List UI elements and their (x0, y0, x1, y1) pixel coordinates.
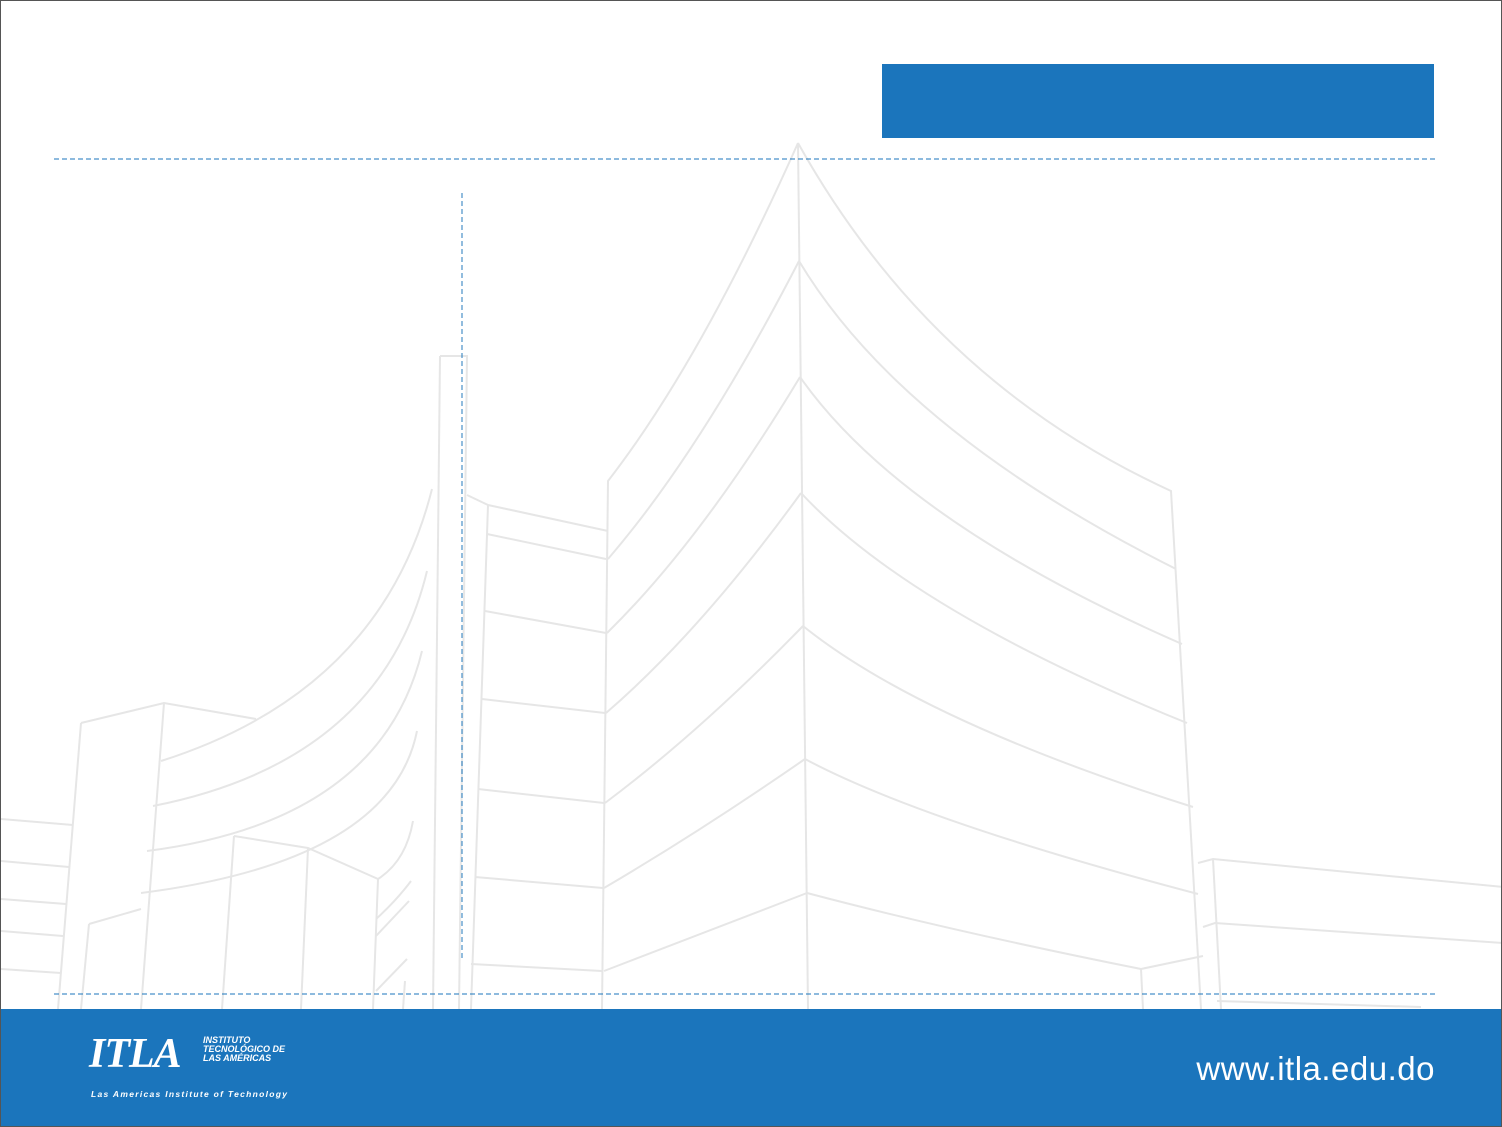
logo-institution-name: INSTITUTO TECNOLÓGICO DE LAS AMÉRICAS (203, 1036, 285, 1063)
logo-mark: ITLA (89, 1031, 182, 1077)
title-bar (882, 64, 1434, 138)
logo-tagline: Las Americas Institute of Technology (91, 1089, 289, 1099)
website-url: www.itla.edu.do (1196, 1050, 1435, 1087)
itla-logo: ITLA INSTITUTO TECNOLÓGICO DE LAS AMÉRIC… (89, 1031, 289, 1106)
logo-line-2: TECNOLÓGICO DE (203, 1044, 286, 1054)
logo-line-1: INSTITUTO (203, 1035, 251, 1045)
logo-line-3: LAS AMÉRICAS (203, 1053, 272, 1063)
footer-bar (1, 1009, 1501, 1126)
